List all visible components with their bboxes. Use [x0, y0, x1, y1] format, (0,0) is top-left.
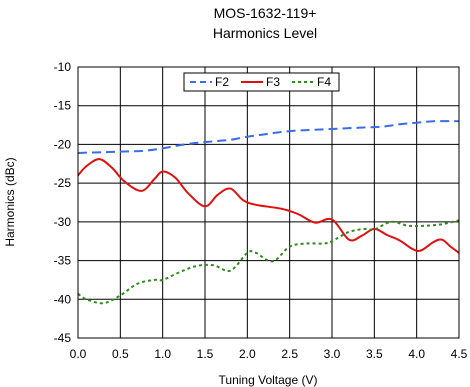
series-line-f2 — [77, 120, 460, 154]
chart-subtitle: Harmonics Level — [213, 25, 317, 41]
x-tick-label: 1.0 — [154, 347, 171, 361]
y-tick-label: -20 — [54, 137, 72, 151]
x-tick-label: 3.5 — [366, 347, 383, 361]
series-line-f4 — [77, 219, 460, 305]
x-tick-label: 1.5 — [197, 347, 214, 361]
x-tick-labels: 0.0 0.5 1.0 1.5 2.0 2.5 3.0 3.5 4.0 4.5 — [70, 347, 468, 361]
grid — [77, 66, 460, 339]
y-tick-label: -15 — [54, 99, 72, 113]
x-tick-label: 2.0 — [239, 347, 256, 361]
x-axis-label: Tuning Voltage (V) — [219, 373, 318, 387]
x-tick-label: 4.5 — [451, 347, 468, 361]
plot-frame — [77, 66, 460, 339]
y-tick-label: -40 — [54, 292, 72, 306]
legend-label-f3: F3 — [266, 75, 280, 89]
x-tick-label: 4.0 — [408, 347, 425, 361]
legend-label-f2: F2 — [215, 75, 229, 89]
y-axis-label: Harmonics (dBc) — [3, 157, 17, 246]
y-tick-label: -45 — [54, 331, 72, 345]
x-tick-label: 2.5 — [281, 347, 298, 361]
series-layer — [77, 120, 460, 305]
y-tick-label: -10 — [54, 60, 72, 74]
y-tick-label: -35 — [54, 254, 72, 268]
x-tick-label: 0.0 — [70, 347, 87, 361]
y-tick-label: -30 — [54, 215, 72, 229]
legend-label-f4: F4 — [317, 75, 331, 89]
y-tick-label: -25 — [54, 176, 72, 190]
series-line-f3 — [77, 158, 460, 254]
legend: F2 F3 F4 — [183, 72, 340, 92]
x-tick-label: 3.0 — [324, 347, 341, 361]
x-tick-label: 0.5 — [112, 347, 129, 361]
chart-title: MOS-1632-119+ — [214, 5, 317, 21]
y-tick-labels: -10 -15 -20 -25 -30 -35 -40 -45 — [54, 60, 72, 345]
